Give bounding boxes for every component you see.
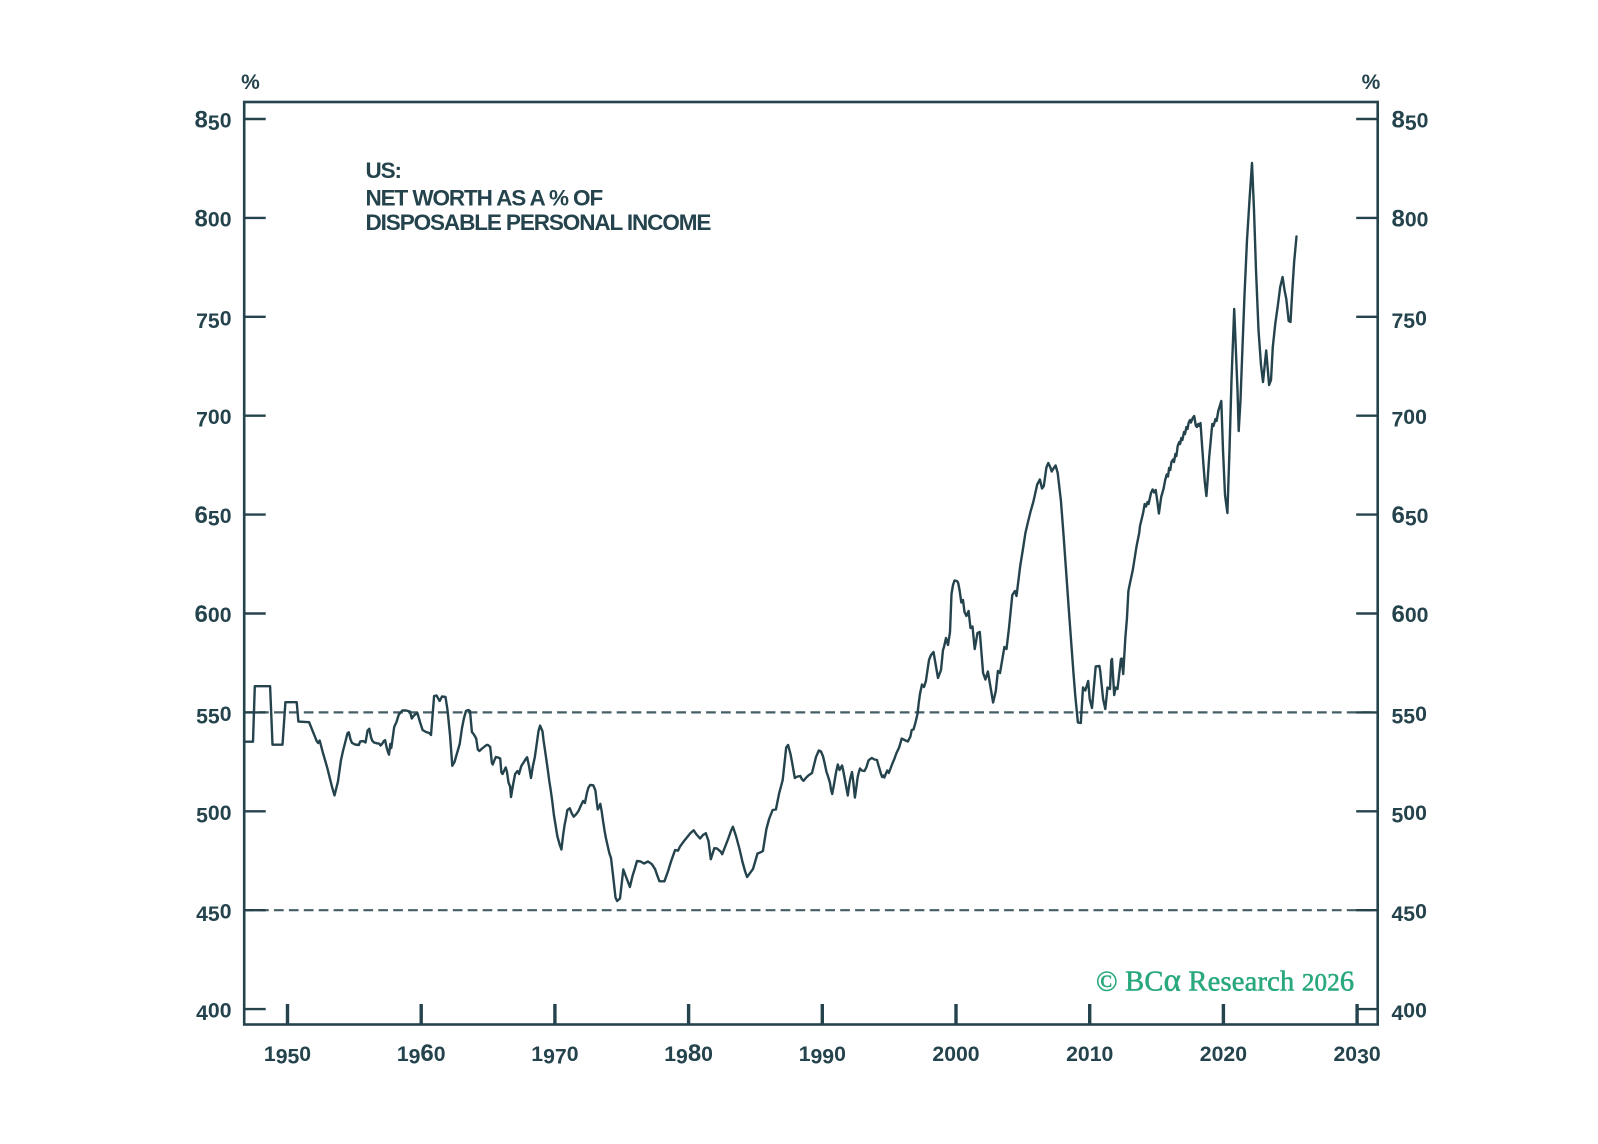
- svg-text:85​0: 85​0: [195, 107, 232, 136]
- svg-text:US:: US:: [366, 158, 401, 183]
- svg-text:4​5​0: 4​5​0: [196, 901, 231, 927]
- svg-text:5​00: 5​00: [196, 802, 231, 828]
- svg-text:19​7​0: 19​7​0: [531, 1043, 578, 1069]
- svg-text:85​0: 85​0: [1392, 107, 1429, 136]
- svg-text:2010: 2010: [1066, 1043, 1113, 1066]
- svg-text:4​00: 4​00: [1392, 1000, 1427, 1026]
- svg-text:4​5​0: 4​5​0: [1392, 901, 1427, 927]
- svg-text:4​00: 4​00: [196, 1000, 231, 1026]
- svg-text:19​60: 19​60: [397, 1040, 446, 1069]
- svg-text:7​5​0: 7​5​0: [196, 307, 231, 333]
- svg-text:65​0: 65​0: [195, 502, 232, 531]
- svg-text:NET WORTH AS A % OF: NET WORTH AS A % OF: [366, 186, 603, 211]
- svg-text:65​0: 65​0: [1392, 502, 1429, 531]
- svg-text:DISPOSABLE PERSONAL INCOME: DISPOSABLE PERSONAL INCOME: [366, 210, 712, 235]
- svg-text:600: 600: [195, 601, 232, 628]
- svg-text:2000: 2000: [932, 1043, 979, 1066]
- svg-text:203​0: 203​0: [1334, 1043, 1381, 1069]
- svg-text:5​5​0: 5​5​0: [1392, 703, 1427, 729]
- svg-text:7​5​0: 7​5​0: [1392, 307, 1427, 333]
- svg-text:© BCα Research 2026: © BCα Research 2026: [1096, 963, 1354, 999]
- svg-text:19​80: 19​80: [664, 1040, 713, 1069]
- svg-text:800: 800: [1392, 205, 1429, 232]
- svg-text:800: 800: [195, 205, 232, 232]
- svg-text:5​00: 5​00: [1392, 802, 1427, 828]
- svg-text:7​00: 7​00: [196, 406, 231, 432]
- svg-text:19​5​0: 19​5​0: [264, 1043, 311, 1069]
- svg-text:2020: 2020: [1200, 1043, 1247, 1066]
- svg-text:%: %: [241, 71, 260, 94]
- svg-text:600: 600: [1392, 601, 1429, 628]
- svg-text:%: %: [1362, 71, 1381, 94]
- svg-text:19​9​0: 19​9​0: [799, 1043, 846, 1069]
- svg-text:5​5​0: 5​5​0: [196, 703, 231, 729]
- svg-text:7​00: 7​00: [1392, 406, 1427, 432]
